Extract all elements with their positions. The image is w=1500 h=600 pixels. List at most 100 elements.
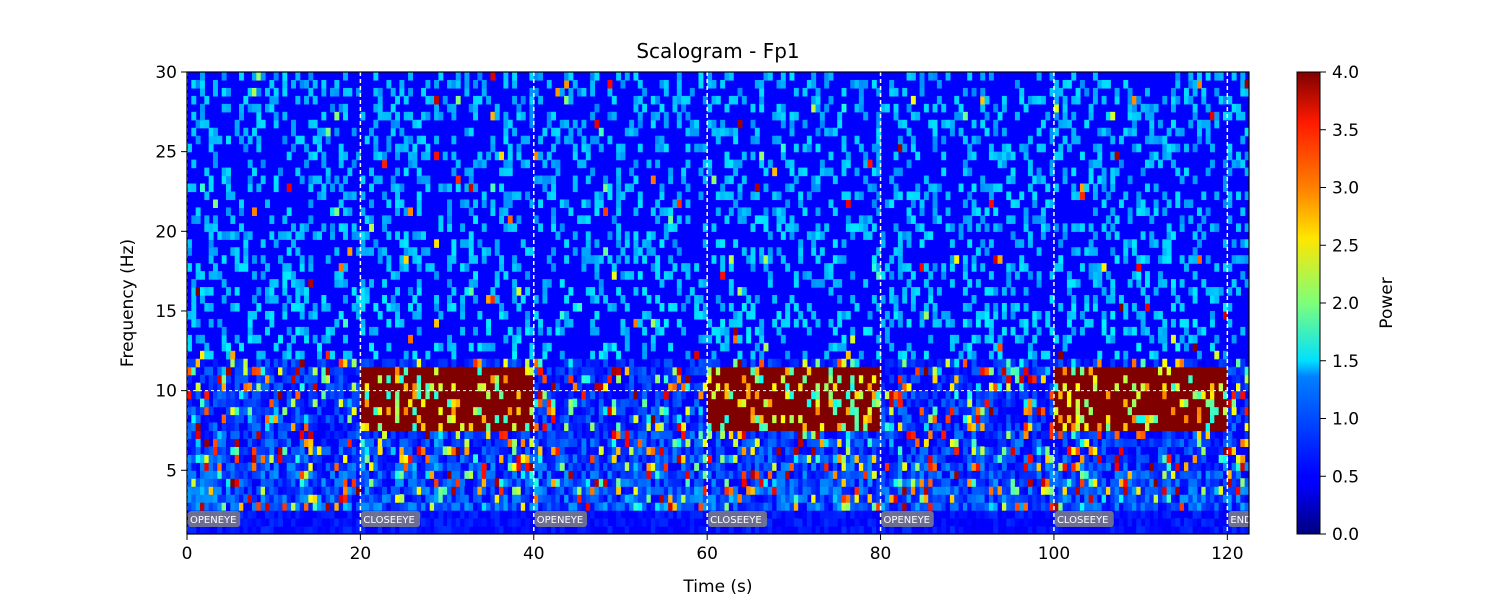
- heatmap-cell: [919, 263, 925, 272]
- heatmap-cell: [611, 486, 617, 495]
- heatmap-cell: [915, 183, 921, 193]
- heatmap-cell: [247, 470, 253, 479]
- heatmap-cell: [486, 414, 492, 424]
- heatmap-cell: [377, 95, 383, 105]
- heatmap-cell: [490, 406, 496, 416]
- heatmap-cell: [607, 470, 613, 479]
- heatmap-cell: [325, 486, 331, 495]
- heatmap-cell: [520, 470, 526, 479]
- heatmap-cell: [741, 303, 747, 312]
- heatmap-cell: [447, 366, 453, 376]
- heatmap-cell: [919, 486, 925, 495]
- heatmap-cell: [876, 207, 882, 216]
- heatmap-cell: [247, 414, 253, 424]
- heatmap-cell: [395, 454, 400, 463]
- heatmap-cell: [282, 231, 288, 240]
- heatmap-cell: [226, 462, 231, 471]
- heatmap-cell: [252, 334, 257, 344]
- heatmap-cell: [772, 422, 778, 432]
- heatmap-cell: [741, 454, 747, 463]
- heatmap-cell: [919, 430, 925, 440]
- heatmap-cell: [819, 167, 825, 177]
- heatmap-cell: [551, 430, 557, 440]
- heatmap-cell: [594, 438, 600, 447]
- heatmap-cell: [858, 486, 864, 495]
- heatmap-cell: [529, 462, 535, 471]
- heatmap-cell: [694, 494, 700, 503]
- heatmap-cell: [369, 446, 374, 455]
- heatmap-cell: [473, 382, 479, 392]
- heatmap-cell: [902, 350, 908, 360]
- heatmap-cell: [195, 207, 201, 216]
- heatmap-cell: [923, 422, 929, 432]
- heatmap-cell: [512, 95, 518, 105]
- heatmap-cell: [412, 119, 418, 129]
- heatmap-cell: [221, 87, 227, 97]
- heatmap-cell: [412, 454, 418, 463]
- heatmap-cell: [819, 422, 825, 432]
- heatmap-cell: [273, 279, 279, 288]
- heatmap-cell: [213, 358, 218, 368]
- heatmap-cell: [845, 414, 851, 424]
- heatmap-cell: [910, 191, 916, 201]
- heatmap-cell: [200, 374, 205, 384]
- heatmap-cell: [668, 223, 674, 232]
- heatmap-cell: [737, 119, 743, 129]
- heatmap-cell: [910, 358, 916, 368]
- heatmap-cell: [572, 79, 578, 89]
- heatmap-cell: [312, 502, 318, 511]
- heatmap-cell: [455, 175, 461, 185]
- heatmap-cell: [789, 231, 795, 240]
- heatmap-cell: [772, 438, 778, 447]
- heatmap-cell: [334, 111, 340, 121]
- heatmap-cell: [351, 303, 357, 312]
- heatmap-cell: [607, 191, 613, 201]
- heatmap-cell: [698, 494, 704, 503]
- heatmap-cell: [213, 263, 218, 272]
- heatmap-cell: [403, 390, 409, 400]
- heatmap-cell: [247, 462, 253, 471]
- heatmap-cell: [689, 366, 695, 376]
- heatmap-cell: [845, 191, 851, 201]
- heatmap-cell: [646, 438, 652, 447]
- heatmap-cell: [451, 526, 457, 534]
- heatmap-cell: [520, 486, 526, 495]
- heatmap-cell: [460, 223, 466, 232]
- heatmap-cell: [503, 454, 509, 463]
- heatmap-cell: [798, 478, 804, 487]
- heatmap-cell: [642, 87, 648, 97]
- heatmap-cell: [425, 526, 431, 534]
- heatmap-cell: [551, 159, 557, 169]
- heatmap-cell: [733, 414, 739, 424]
- heatmap-cell: [269, 279, 275, 288]
- heatmap-cell: [668, 207, 674, 216]
- heatmap-cell: [247, 438, 253, 447]
- heatmap-cell: [451, 255, 457, 264]
- heatmap-cell: [906, 486, 912, 495]
- heatmap-cell: [646, 422, 652, 432]
- heatmap-cell: [529, 414, 535, 424]
- heatmap-cell: [330, 430, 335, 440]
- heatmap-cell: [221, 446, 227, 455]
- heatmap-cell: [893, 103, 899, 113]
- heatmap-cell: [546, 454, 552, 463]
- heatmap-cell: [806, 382, 812, 392]
- heatmap-cell: [915, 454, 921, 463]
- heatmap-cell: [694, 119, 700, 129]
- heatmap-cell: [330, 326, 335, 336]
- heatmap-cell: [338, 518, 344, 527]
- heatmap-cell: [754, 446, 760, 455]
- heatmap-cell: [672, 390, 678, 400]
- heatmap-cell: [577, 422, 583, 432]
- heatmap-cell: [338, 462, 344, 471]
- heatmap-cell: [728, 478, 734, 487]
- heatmap-cell: [507, 438, 513, 447]
- heatmap-cell: [785, 374, 791, 384]
- heatmap-cell: [213, 127, 218, 137]
- heatmap-cell: [919, 526, 925, 534]
- heatmap-cell: [811, 358, 817, 368]
- heatmap-cell: [598, 199, 604, 209]
- heatmap-cell: [594, 494, 600, 503]
- heatmap-cell: [659, 438, 665, 447]
- heatmap-cell: [577, 494, 583, 503]
